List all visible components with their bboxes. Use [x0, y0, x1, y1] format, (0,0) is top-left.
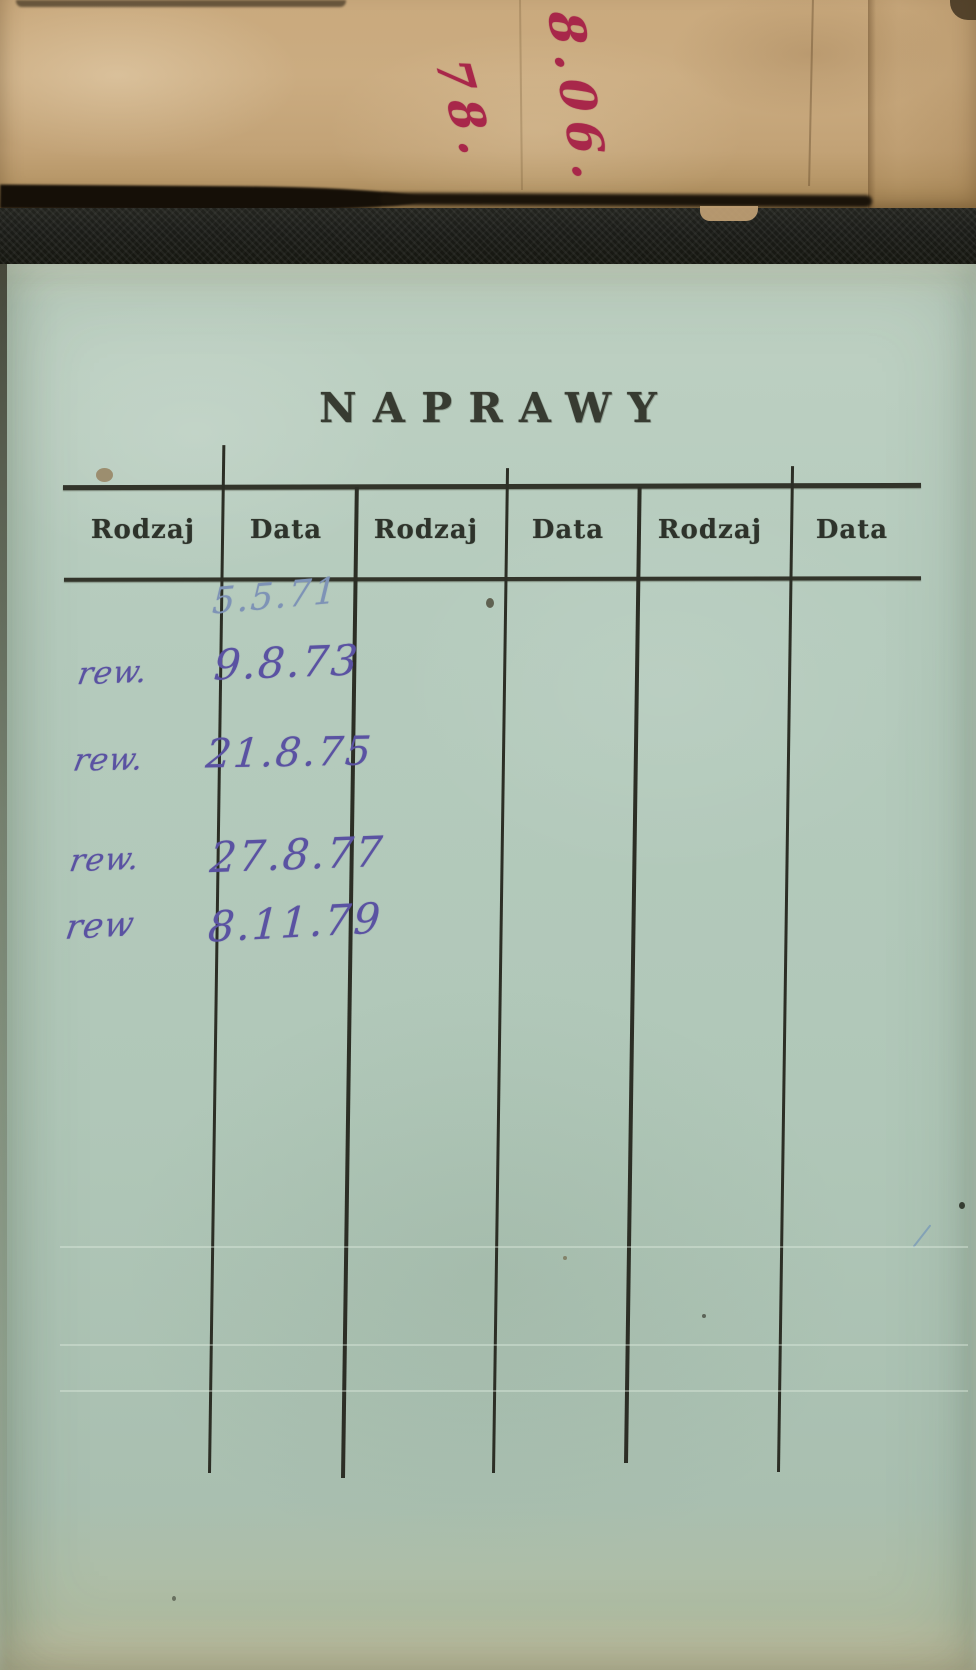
entry-date: 21.8.75 — [203, 728, 375, 778]
entry-date: 27.8.77 — [208, 826, 386, 883]
repairs-page — [0, 264, 976, 1670]
paper-streak — [60, 1344, 968, 1346]
page-left-edge-shadow — [0, 264, 7, 1644]
cloth-band-notch — [700, 206, 758, 221]
entry-rodzaj: rew. — [66, 840, 144, 880]
page-title: NAPRAWY — [319, 384, 674, 432]
paper-streak — [60, 1246, 968, 1248]
kraft-cover-edge — [0, 0, 976, 216]
paper-smudge — [96, 468, 113, 482]
column-header-data-1: Data — [249, 515, 323, 545]
cover-crack-line — [808, 0, 814, 187]
column-header-rodzaj-1: Rodzaj — [90, 515, 196, 545]
cover-right-strip — [868, 0, 976, 216]
entry-date: 9.8.73 — [212, 635, 362, 690]
entry-date: 8.11.79 — [206, 893, 384, 952]
cloth-spine-band — [0, 208, 976, 268]
cover-top-shadow — [16, 0, 346, 7]
paper-speck — [959, 1202, 965, 1209]
paper-streak — [60, 1390, 968, 1392]
paper-speck — [172, 1596, 176, 1601]
entry-rodzaj: rew — [62, 904, 138, 948]
entry-rodzaj: rew. — [74, 653, 152, 693]
cover-corner-notch — [950, 0, 976, 20]
column-header-rodzaj-3: Rodzaj — [657, 515, 763, 545]
column-header-data-3: Data — [815, 515, 889, 545]
column-header-rodzaj-2: Rodzaj — [373, 515, 479, 545]
paper-speck — [563, 1256, 567, 1260]
cover-gap-shadow-thin — [379, 192, 873, 208]
cover-crease-line — [519, 0, 523, 191]
paper-speck — [702, 1314, 706, 1318]
entry-rodzaj: rew. — [70, 741, 148, 779]
paper-speck — [486, 598, 494, 608]
column-header-data-2: Data — [531, 515, 605, 545]
